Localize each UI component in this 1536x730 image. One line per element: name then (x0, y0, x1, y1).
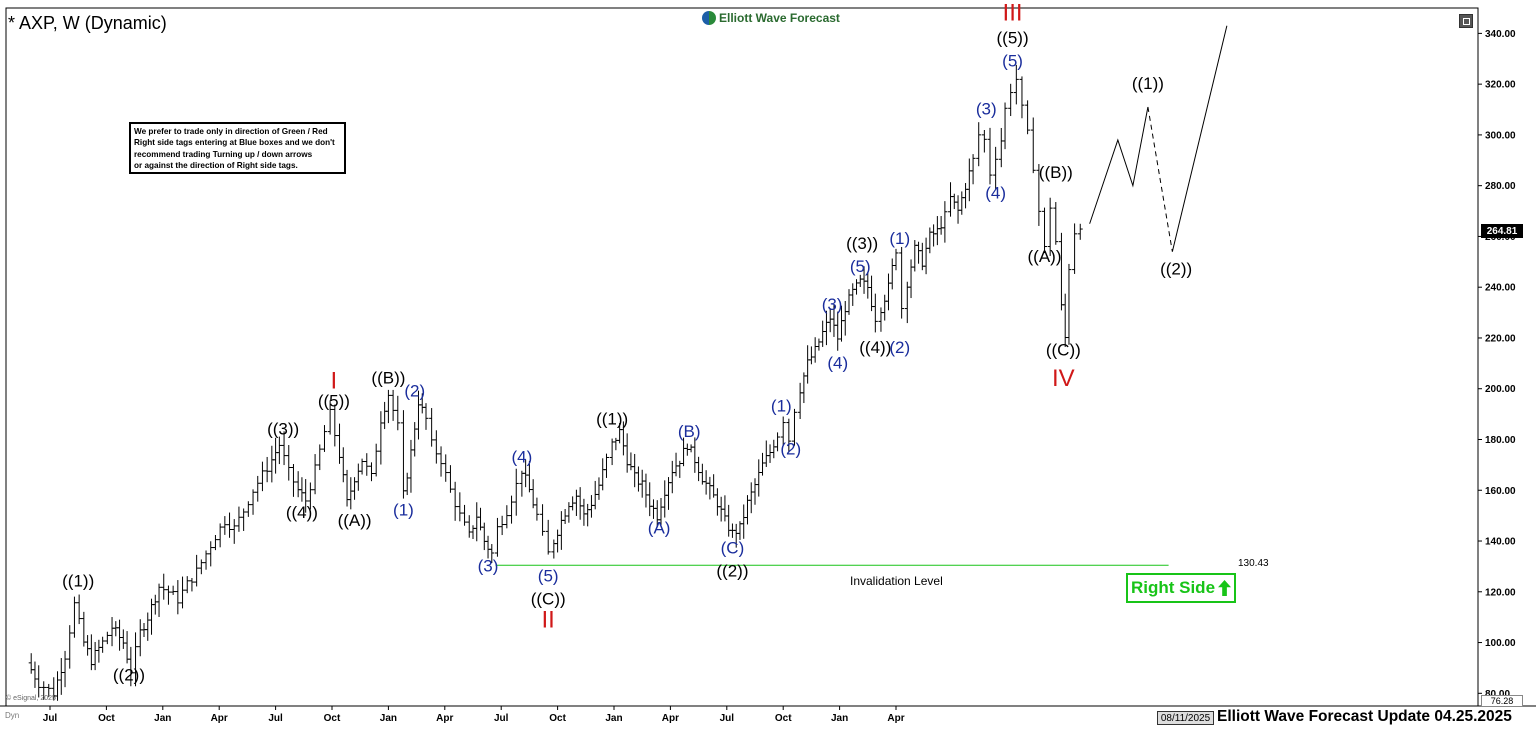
wave-label: ((2)) (113, 666, 145, 685)
wave-label: (B) (678, 422, 701, 441)
wave-label: (2) (889, 338, 910, 357)
ewf-logo-icon (702, 11, 716, 25)
wave-label: ((B)) (371, 369, 405, 388)
wave-label: ((2)) (716, 562, 748, 581)
brand-label: Elliott Wave Forecast (719, 11, 840, 25)
wave-label: ((4)) (286, 503, 318, 522)
wave-label: (3) (478, 556, 499, 575)
y-tick-label: 300.00 (1485, 130, 1516, 141)
wave-label: ((4)) (859, 338, 891, 357)
wave-label: ((1)) (596, 409, 628, 428)
wave-label: II (542, 606, 555, 633)
right-side-tag: Right Side (1126, 573, 1236, 603)
x-tick-label: Jul (720, 713, 735, 724)
wave-label: (3) (822, 295, 843, 314)
notice-line: We prefer to trade only in direction of … (134, 127, 328, 136)
wave-label: ((3)) (267, 419, 299, 438)
x-tick-label: Oct (775, 713, 792, 724)
wave-label: III (1003, 0, 1023, 27)
notice-line: or against the direction of Right side t… (134, 160, 298, 170)
wave-label: (A) (648, 518, 671, 537)
wave-label: (3) (976, 100, 997, 119)
x-tick-label: Jul (494, 713, 509, 724)
wave-label: ((C)) (1046, 341, 1081, 360)
wave-label: (4) (511, 447, 532, 466)
bottom-price-tag: 76.28 (1481, 695, 1523, 707)
x-tick-label: Apr (211, 713, 228, 724)
x-tick-label: Apr (887, 713, 904, 724)
x-tick-label: Apr (436, 713, 453, 724)
wave-label: (C) (721, 539, 745, 558)
footer-date: 08/11/2025 (1157, 711, 1214, 725)
projection-path (1089, 106, 1149, 224)
last-price-tag: 264.81 (1481, 224, 1523, 238)
right-side-label: Right Side (1130, 578, 1216, 597)
wave-label: ((5)) (997, 29, 1029, 48)
wave-label: (2) (780, 440, 801, 459)
invalidation-label: Invalidation Level (850, 574, 943, 588)
wave-label: ((5)) (318, 391, 350, 410)
wave-label: (5) (1002, 51, 1023, 70)
wave-label: ((1)) (1132, 74, 1164, 93)
x-tick-label: Oct (98, 713, 115, 724)
x-tick-label: Oct (324, 713, 341, 724)
invalidation-value: 130.43 (1238, 558, 1269, 569)
plot-border (5, 7, 1479, 707)
y-tick-label: 100.00 (1485, 638, 1516, 649)
x-tick-label: Jan (831, 713, 848, 724)
x-tick-label: Oct (549, 713, 566, 724)
wave-label: IV (1052, 365, 1075, 392)
projection-dashed-path (1147, 106, 1173, 252)
y-tick-label: 180.00 (1485, 435, 1516, 446)
wave-label: ((3)) (846, 234, 878, 253)
x-tick-label: Jul (268, 713, 283, 724)
x-tick-label: Jan (380, 713, 397, 724)
wave-label: (2) (404, 381, 425, 400)
notice-line: Right side tags entering at Blue boxes a… (134, 138, 335, 148)
x-tick-label: Jan (154, 713, 171, 724)
y-tick-label: 320.00 (1485, 80, 1516, 91)
wave-label: ((A)) (338, 511, 372, 530)
symbol-title: * AXP, W (Dynamic) (8, 13, 167, 33)
y-tick-label: 220.00 (1485, 333, 1516, 344)
wave-label: ((1)) (62, 572, 94, 591)
notice-line: recommend trading Turning up / down arro… (134, 149, 313, 159)
wave-label: (5) (538, 567, 559, 586)
y-tick-label: 200.00 (1485, 384, 1516, 395)
expand-icon[interactable] (1459, 14, 1473, 28)
data-credit: © eSignal, 2025 (6, 695, 56, 702)
y-tick-label: 280.00 (1485, 181, 1516, 192)
wave-label: ((A)) (1028, 247, 1062, 266)
arrow-up-icon (1218, 580, 1232, 596)
wave-label: (4) (827, 353, 848, 372)
wave-label: (1) (393, 501, 414, 520)
y-tick-label: 340.00 (1485, 29, 1516, 40)
x-tick-label: Apr (662, 713, 679, 724)
y-tick-label: 120.00 (1485, 587, 1516, 598)
y-tick-label: 160.00 (1485, 486, 1516, 497)
x-tick-label: Jan (605, 713, 622, 724)
dyn-label: Dyn (5, 711, 20, 720)
wave-label: (1) (771, 397, 792, 416)
wave-label: ((B)) (1039, 163, 1073, 182)
wave-label: I (331, 368, 338, 395)
wave-label: (1) (889, 229, 910, 248)
y-tick-label: 240.00 (1485, 283, 1516, 294)
wave-label: (4) (985, 183, 1006, 202)
footer-title: Elliott Wave Forecast Update 04.25.2025 (1217, 708, 1512, 725)
y-tick-label: 140.00 (1485, 537, 1516, 548)
wave-label: ((C)) (531, 589, 566, 608)
wave-label: (5) (850, 257, 871, 276)
x-tick-label: Jul (43, 713, 58, 724)
wave-label: ((2)) (1160, 260, 1192, 279)
trading-notice: We prefer to trade only in direction of … (129, 122, 346, 174)
brand: Elliott Wave Forecast (702, 11, 840, 25)
projection-path (1171, 25, 1228, 252)
y-tick-label: 80.00 (1485, 689, 1510, 700)
